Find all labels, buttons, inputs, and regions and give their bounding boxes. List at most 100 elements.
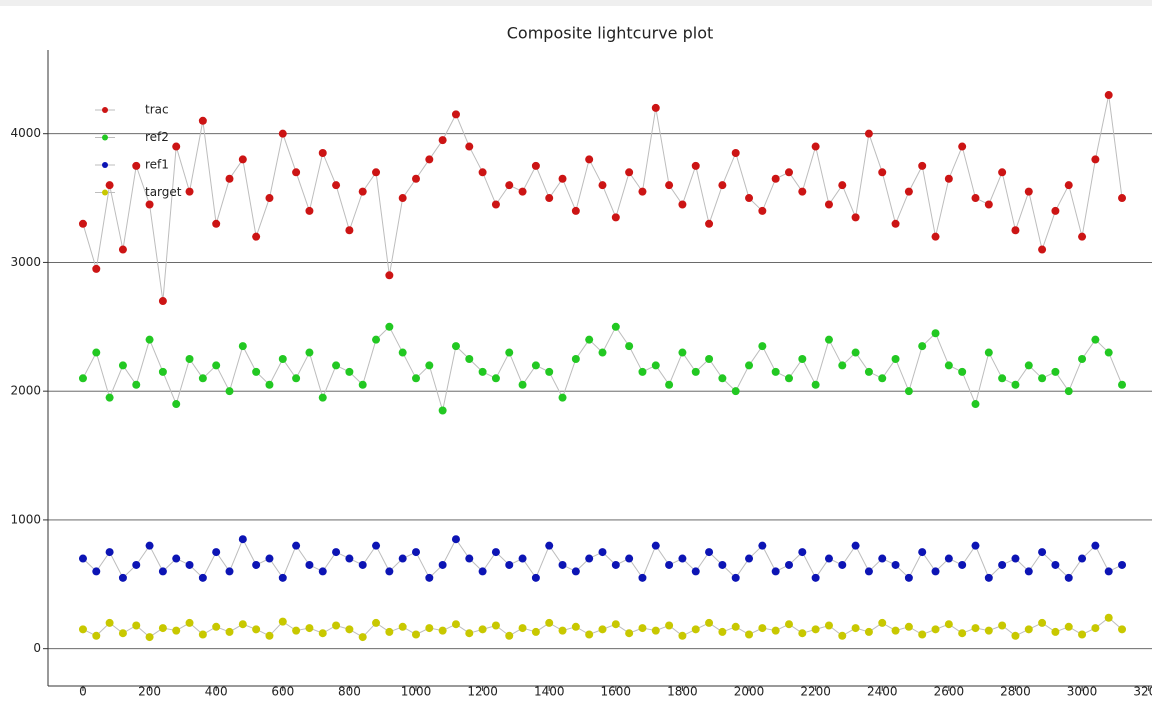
point xyxy=(784,168,793,177)
point xyxy=(998,374,1007,383)
point xyxy=(118,361,127,370)
point xyxy=(891,219,900,228)
point xyxy=(918,342,927,351)
point xyxy=(1118,560,1127,569)
point xyxy=(398,194,407,203)
point xyxy=(491,200,500,209)
point xyxy=(998,560,1007,569)
point xyxy=(318,629,327,638)
point xyxy=(598,181,607,190)
point xyxy=(172,626,181,635)
point xyxy=(105,618,114,627)
point xyxy=(345,625,354,634)
point xyxy=(918,161,927,170)
point xyxy=(78,625,87,634)
point xyxy=(918,630,927,639)
point xyxy=(625,168,634,177)
point xyxy=(185,187,194,196)
point xyxy=(998,168,1007,177)
point xyxy=(665,181,674,190)
point xyxy=(798,629,807,638)
series-line xyxy=(82,325,1123,411)
point xyxy=(225,567,234,576)
point xyxy=(864,627,873,636)
point xyxy=(305,206,314,215)
point xyxy=(731,148,740,157)
point xyxy=(651,541,660,550)
point xyxy=(931,329,940,338)
point xyxy=(718,627,727,636)
point xyxy=(891,354,900,363)
point xyxy=(891,626,900,635)
point xyxy=(278,354,287,363)
point xyxy=(145,633,154,642)
point xyxy=(585,554,594,563)
point xyxy=(838,181,847,190)
x-tick-label: 600 xyxy=(271,685,294,699)
point xyxy=(1078,554,1087,563)
point xyxy=(571,354,580,363)
point xyxy=(625,629,634,638)
point xyxy=(651,103,660,112)
point xyxy=(931,232,940,241)
point xyxy=(864,567,873,576)
point xyxy=(265,194,274,203)
point xyxy=(878,554,887,563)
point xyxy=(78,219,87,228)
point xyxy=(132,560,141,569)
point xyxy=(505,181,514,190)
y-tick-label: 4000 xyxy=(10,126,41,140)
point xyxy=(1078,354,1087,363)
point xyxy=(971,541,980,550)
point xyxy=(425,624,434,633)
point xyxy=(545,367,554,376)
point xyxy=(212,219,221,228)
point xyxy=(425,155,434,164)
point xyxy=(1118,380,1127,389)
point xyxy=(385,322,394,331)
point xyxy=(518,380,527,389)
point xyxy=(864,367,873,376)
point xyxy=(118,573,127,582)
point xyxy=(305,560,314,569)
point xyxy=(158,367,167,376)
point xyxy=(784,560,793,569)
legend-marker xyxy=(102,107,108,113)
point xyxy=(758,342,767,351)
point xyxy=(771,367,780,376)
point xyxy=(92,264,101,273)
point xyxy=(1104,613,1113,622)
legend-marker xyxy=(102,134,108,141)
x-tick-label: 1200 xyxy=(467,685,498,699)
point xyxy=(958,367,967,376)
point xyxy=(478,567,487,576)
point xyxy=(984,626,993,635)
point xyxy=(984,200,993,209)
point xyxy=(558,174,567,183)
point xyxy=(758,206,767,215)
point xyxy=(265,631,274,640)
point xyxy=(305,624,314,633)
point xyxy=(438,626,447,635)
point xyxy=(225,627,234,636)
point xyxy=(1024,625,1033,634)
point xyxy=(811,142,820,151)
point xyxy=(198,116,207,125)
point xyxy=(971,400,980,409)
point xyxy=(318,393,327,402)
point xyxy=(398,554,407,563)
point xyxy=(238,155,247,164)
point xyxy=(412,630,420,639)
point xyxy=(438,136,447,145)
point xyxy=(918,548,927,557)
point xyxy=(158,567,167,576)
x-tick-label: 2000 xyxy=(734,685,765,699)
point xyxy=(358,633,367,642)
point xyxy=(1064,573,1073,582)
point xyxy=(558,626,567,635)
point xyxy=(412,174,420,183)
point xyxy=(92,631,101,640)
point xyxy=(1038,245,1047,254)
point xyxy=(505,560,514,569)
point xyxy=(1091,335,1100,344)
